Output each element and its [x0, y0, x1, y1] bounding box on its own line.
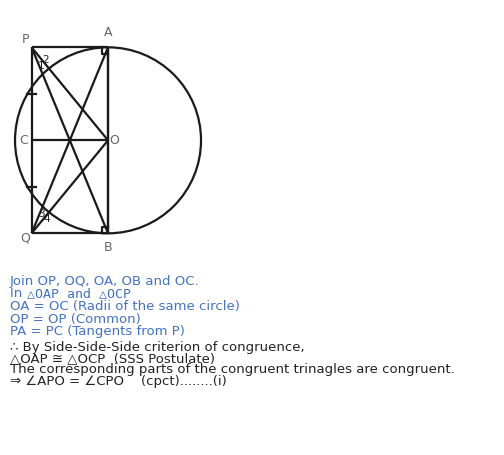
- Text: B: B: [104, 241, 112, 254]
- Text: Q: Q: [20, 232, 30, 245]
- Text: ∴ By Side-Side-Side criterion of congruence,: ∴ By Side-Side-Side criterion of congrue…: [10, 340, 305, 354]
- Text: △OAP ≅ △OCP  (SSS Postulate): △OAP ≅ △OCP (SSS Postulate): [10, 352, 215, 365]
- Text: P: P: [22, 33, 29, 46]
- Text: O: O: [109, 134, 119, 147]
- Text: Join OP, OQ, OA, OB and OC.: Join OP, OQ, OA, OB and OC.: [10, 275, 200, 288]
- Text: A: A: [104, 25, 112, 39]
- Text: 1: 1: [38, 61, 44, 71]
- Text: OA = OC (Radii of the same circle): OA = OC (Radii of the same circle): [10, 300, 240, 313]
- Text: C: C: [19, 134, 28, 147]
- Text: 4: 4: [43, 214, 50, 224]
- Text: ⇒ ∠APO = ∠CPO    (cpct)........(i): ⇒ ∠APO = ∠CPO (cpct)........(i): [10, 375, 227, 388]
- Text: The corresponding parts of the congruent trinagles are congruent.: The corresponding parts of the congruent…: [10, 364, 455, 376]
- Text: OP = OP (Common): OP = OP (Common): [10, 313, 141, 326]
- Text: In: In: [10, 287, 27, 300]
- Text: △OAP and △OCP: △OAP and △OCP: [27, 287, 131, 300]
- Text: 2: 2: [42, 55, 49, 65]
- Text: PA = PC (Tangents from P): PA = PC (Tangents from P): [10, 325, 185, 338]
- Text: 3: 3: [38, 209, 44, 219]
